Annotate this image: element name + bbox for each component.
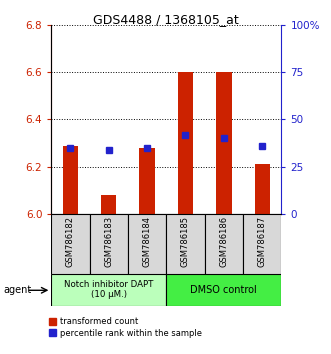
Bar (205, 214, 243, 274)
Bar (178, 72, 193, 214)
Legend: transformed count, percentile rank within the sample: transformed count, percentile rank withi… (49, 318, 202, 338)
Bar (166, 274, 281, 306)
Bar (128, 214, 166, 274)
Bar (51, 274, 166, 306)
Text: DMSO control: DMSO control (190, 285, 257, 295)
Bar (101, 195, 117, 214)
Bar (139, 148, 155, 214)
Bar (90, 214, 128, 274)
Text: GSM786187: GSM786187 (258, 216, 267, 267)
Bar (255, 165, 270, 214)
Bar (243, 214, 281, 274)
Bar (166, 214, 205, 274)
Bar (63, 145, 78, 214)
Bar (51, 214, 90, 274)
Bar (216, 72, 231, 214)
Text: GSM786183: GSM786183 (104, 216, 113, 267)
Text: GSM786182: GSM786182 (66, 216, 75, 267)
Text: Notch inhibitor DAPT
(10 μM.): Notch inhibitor DAPT (10 μM.) (64, 280, 154, 299)
Text: GSM786184: GSM786184 (143, 216, 152, 267)
Text: GDS4488 / 1368105_at: GDS4488 / 1368105_at (93, 13, 238, 27)
Text: GSM786186: GSM786186 (219, 216, 228, 267)
Text: agent: agent (3, 285, 31, 295)
Text: GSM786185: GSM786185 (181, 216, 190, 267)
